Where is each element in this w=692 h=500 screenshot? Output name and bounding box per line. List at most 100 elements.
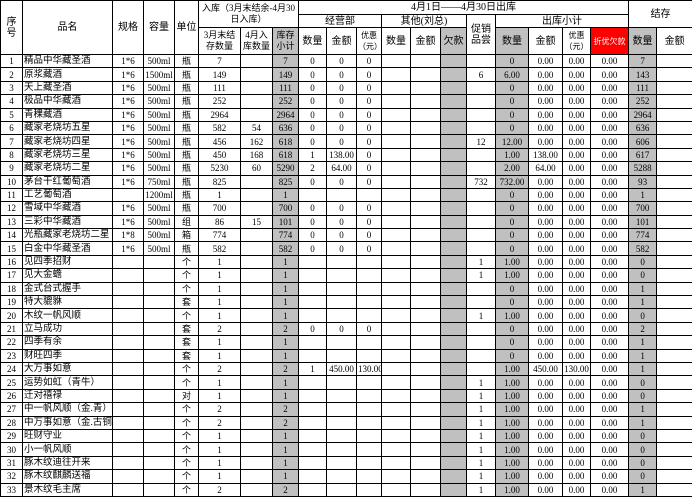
table-cell (240, 335, 273, 350)
table-cell: 个 (174, 402, 199, 417)
table-cell: 15 (240, 214, 273, 230)
table-cell (356, 281, 382, 297)
table-cell: 1.00 (495, 428, 529, 444)
table-row: 22 四季有余套 1 1 0 0.00 0.00 0.00 1 (0, 335, 692, 350)
table-cell: 500ml (143, 201, 175, 216)
table-cell (381, 375, 411, 390)
table-cell: 1 (198, 442, 241, 457)
table-cell: 20 (0, 308, 23, 323)
table-cell: 0.00 (589, 308, 630, 323)
table-cell: 0.00 (589, 348, 630, 363)
table-cell: 0 (356, 174, 382, 189)
table-cell (656, 80, 692, 96)
table-cell: 0 (628, 375, 658, 390)
product-name: 光瓶藏家老烧坊二星 (22, 228, 113, 243)
table-cell (410, 254, 441, 270)
table-cell: 606 (628, 134, 658, 149)
table-cell: 0.00 (589, 428, 630, 444)
table-cell: 个 (174, 375, 199, 390)
table-cell (240, 348, 273, 363)
table-cell: 252 (198, 94, 241, 109)
table-cell (466, 94, 496, 109)
table-cell: 0.00 (562, 241, 591, 256)
table-cell: 23 (0, 348, 23, 363)
table-cell: 774 (198, 228, 241, 243)
product-name: 中一帆风顺（金.青） (22, 402, 113, 417)
table-cell (143, 254, 175, 270)
table-cell: 252 (272, 94, 299, 109)
table-body: 1 精品中华藏圣酒 1*6 500ml 瓶 7 7 0 0 0 0 0.00 0.00 0.00 7 2 原浆藏… (0, 53, 692, 497)
table-cell: 0.00 (528, 482, 563, 497)
table-cell (440, 254, 467, 270)
table-cell (112, 469, 144, 484)
table-cell: 0 (495, 335, 529, 350)
table-cell (143, 415, 175, 430)
table-cell: 1*6 (112, 174, 144, 189)
table-cell: 套 (174, 295, 199, 310)
table-cell: 1.00 (495, 268, 529, 283)
table-cell (298, 268, 327, 283)
table-cell (298, 295, 327, 310)
header-cell: 优惠（元） (562, 27, 591, 55)
table-cell (112, 402, 144, 417)
table-cell (656, 228, 692, 243)
table-cell: 1.00 (495, 482, 529, 497)
table-cell (656, 388, 692, 404)
table-cell: 0.00 (589, 442, 630, 457)
table-cell (410, 120, 441, 136)
table-row: 20 木纹一帆风顺个 1 1 1 1.00 0.00 0.00 0.00 0 (0, 308, 692, 323)
table-cell (410, 53, 441, 69)
header-cell: 数量 (495, 27, 529, 55)
product-name: 立马成功 (22, 321, 113, 337)
table-cell: 0.00 (528, 174, 563, 189)
table-cell: 1 (198, 268, 241, 283)
table-cell: 0 (356, 107, 382, 122)
table-cell: 0.00 (589, 120, 630, 136)
table-cell: 0 (495, 53, 529, 69)
table-cell: 个 (174, 268, 199, 283)
table-cell: 500ml (143, 94, 175, 109)
table-cell (410, 214, 441, 230)
table-cell: 1 (272, 455, 299, 471)
table-cell (410, 201, 441, 216)
table-cell: 7 (0, 134, 23, 149)
table-cell: 1 (628, 281, 658, 297)
table-cell: 8 (0, 147, 23, 163)
table-cell: 0 (495, 241, 529, 256)
table-cell (410, 134, 441, 149)
table-cell: 252 (628, 94, 658, 109)
header-cell: 金额 (528, 27, 563, 55)
table-cell: 13 (0, 214, 23, 230)
table-cell (240, 228, 273, 243)
table-cell: 450.00 (528, 361, 563, 377)
table-cell (466, 107, 496, 122)
table-cell (656, 455, 692, 471)
table-cell (381, 80, 411, 96)
header-cell: 4月入库数量 (240, 27, 273, 55)
table-cell: 0.00 (528, 308, 563, 323)
table-cell: 0.00 (528, 268, 563, 283)
table-cell (112, 281, 144, 297)
table-cell: 825 (198, 174, 241, 189)
table-cell (656, 442, 692, 457)
table-cell: 1 (466, 308, 496, 323)
table-cell (326, 281, 357, 297)
table-cell: 0 (326, 214, 357, 230)
table-cell (112, 375, 144, 390)
table-row: 30 小一帆风顺个 1 1 1 1.00 0.00 0.00 0.00 0 (0, 442, 692, 457)
table-cell: 450 (198, 147, 241, 163)
table-cell (440, 241, 467, 256)
table-row: 18 金式台式握手个 1 1 0 0.00 0.00 0.00 1 (0, 281, 692, 297)
table-row: 8 藏家老烧坊三星 1*6 500ml 瓶 450 168 618 1 138.00 0 1.00 13… (0, 147, 692, 163)
table-cell (356, 348, 382, 363)
table-cell: 0.00 (562, 375, 591, 390)
table-cell: 93 (628, 174, 658, 189)
table-cell: 0.00 (589, 67, 630, 82)
table-cell: 0 (495, 80, 529, 96)
product-name: 旺财守业 (22, 428, 113, 444)
table-cell: 21 (0, 321, 23, 337)
table-cell: 12.00 (495, 134, 529, 149)
table-cell (466, 281, 496, 297)
table-cell: 1.00 (495, 402, 529, 417)
table-cell (440, 415, 467, 430)
